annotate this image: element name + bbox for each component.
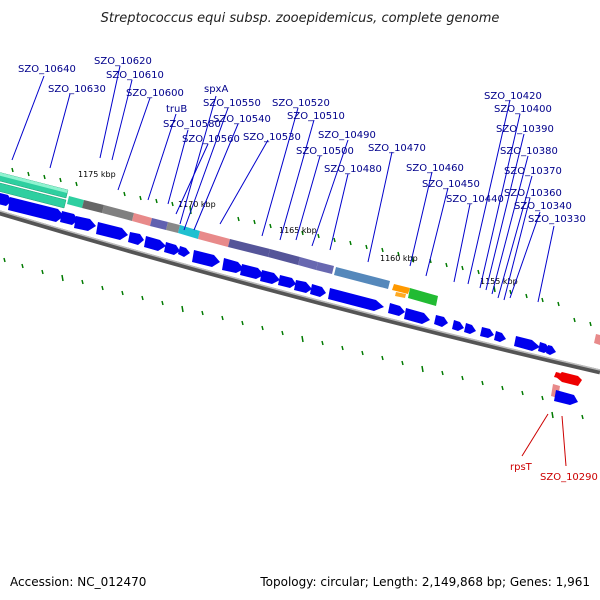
- gene-label: SZO_10360: [504, 188, 562, 199]
- cog-feature-blocks: [0, 172, 600, 398]
- gene-label: SZO_10640: [18, 64, 76, 75]
- scale-label: 1170 kbp: [178, 200, 216, 209]
- gene-label: SZO_10340: [514, 201, 572, 212]
- gene-label: SZO_10530: [243, 132, 301, 143]
- tick-ring-inner: [3, 257, 584, 420]
- gene-label: SZO_10500: [296, 146, 354, 157]
- gene-label: spxA: [204, 84, 228, 95]
- scale-label: 1175 kbp: [78, 170, 116, 179]
- gene-label: SZO_10550: [203, 98, 261, 109]
- genome-summary-text: Topology: circular; Length: 2,149,868 bp…: [259, 575, 590, 589]
- gene-label: SZO_10540: [213, 114, 271, 125]
- scale-label: 1160 kbp: [380, 254, 418, 263]
- gene-label: SZO_10450: [422, 179, 480, 190]
- gene-label: SZO_10560: [182, 134, 240, 145]
- gene-label: SZO_10370: [504, 166, 562, 177]
- gene-label: SZO_10460: [406, 163, 464, 174]
- scale-labels: 1175 kbp 1170 kbp 1165 kbp 1160 kbp 1155…: [78, 170, 518, 286]
- backbone: [0, 210, 600, 375]
- red-leader-lines: [521, 413, 567, 467]
- gene-label: SZO_10420: [484, 91, 542, 102]
- gene-label: SZO_10490: [318, 130, 376, 141]
- gene-label-red: SZO_10290: [540, 472, 598, 483]
- tick-ring-outer: [11, 167, 592, 327]
- gene-label: truB: [166, 104, 187, 115]
- gene-label: SZO_10390: [496, 124, 554, 135]
- gene-label: SZO_10400: [494, 104, 552, 115]
- gene-label: SZO_10480: [324, 164, 382, 175]
- gene-label: SZO_10610: [106, 70, 164, 81]
- gene-label: SZO_10330: [528, 214, 586, 225]
- scale-label: 1155 kbp: [480, 277, 518, 286]
- gene-label: SZO_10520: [272, 98, 330, 109]
- gene-label: SZO_10470: [368, 143, 426, 154]
- gene-label: SZO_10580: [163, 119, 221, 130]
- accession-text: Accession: NC_012470: [10, 575, 146, 589]
- forward-genes: [0, 193, 578, 405]
- gene-label: SZO_10600: [126, 88, 184, 99]
- gene-label: SZO_10440: [446, 194, 504, 205]
- gene-label: SZO_10630: [48, 84, 106, 95]
- gene-label: SZO_10380: [500, 146, 558, 157]
- map-title: Streptococcus equi subsp. zooepidemicus,…: [101, 11, 500, 26]
- red-gene-labels: rpsT SZO_10290: [510, 462, 598, 483]
- gene-label: SZO_10620: [94, 56, 152, 67]
- gene-label-red: rpsT: [510, 462, 533, 473]
- label-leader-lines: [11, 65, 555, 303]
- gene-label: SZO_10510: [287, 111, 345, 122]
- scale-label: 1165 kbp: [279, 226, 317, 235]
- reverse-genes: [554, 372, 582, 386]
- gene-labels: SZO_10640 SZO_10630 SZO_10620 SZO_10610 …: [18, 56, 586, 225]
